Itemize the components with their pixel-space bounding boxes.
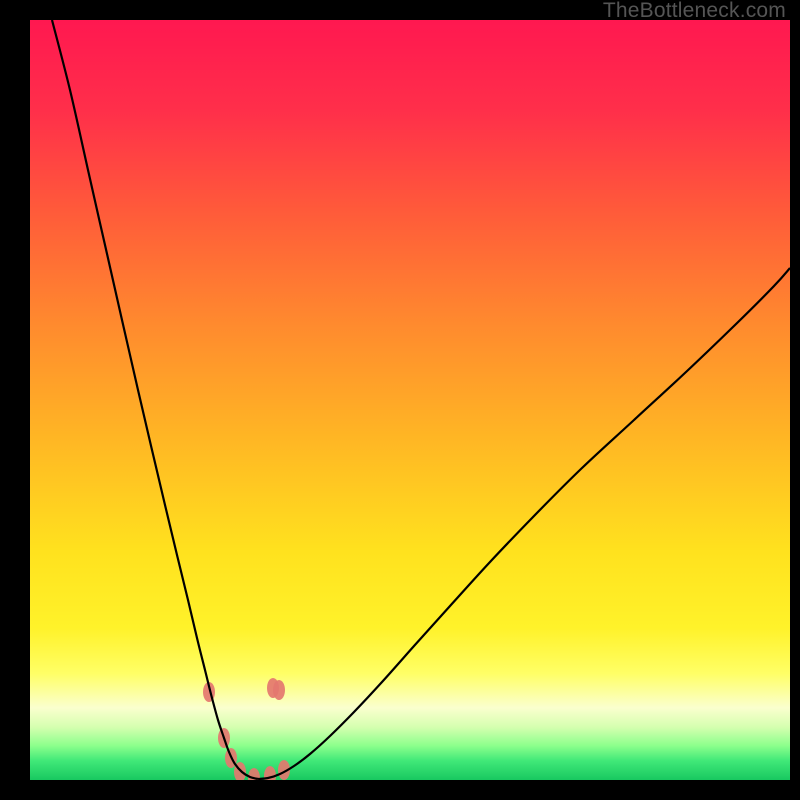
watermark-text: TheBottleneck.com <box>603 0 786 23</box>
border-left <box>0 0 30 800</box>
curve-left-path <box>52 20 258 779</box>
plot-area <box>30 20 790 780</box>
curve-right-path <box>258 268 790 779</box>
marker-group <box>203 678 290 780</box>
data-marker <box>273 680 285 700</box>
bottleneck-curve <box>30 20 790 780</box>
border-right <box>790 0 800 800</box>
border-bottom <box>0 780 800 800</box>
chart-frame: TheBottleneck.com <box>0 0 800 800</box>
